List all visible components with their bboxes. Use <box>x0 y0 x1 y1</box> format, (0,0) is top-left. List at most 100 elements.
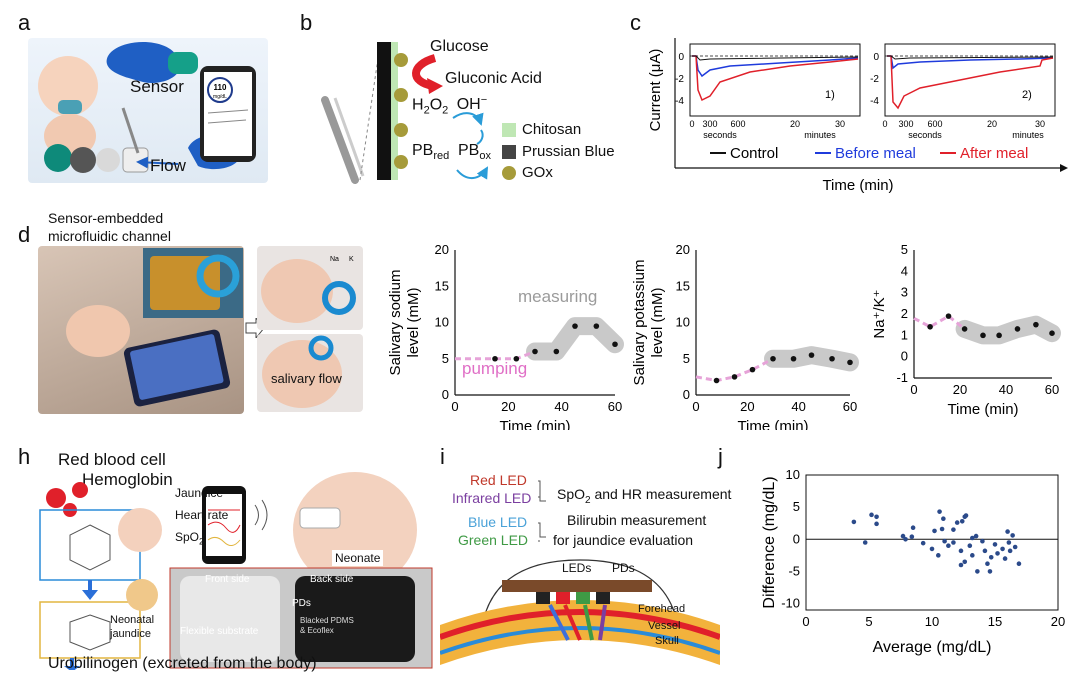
x-tick-label: 60 <box>843 399 857 414</box>
panel-label-b: b <box>300 10 313 35</box>
data-point <box>973 533 979 539</box>
heart-rate-label: Heart rate <box>175 508 229 522</box>
forehead-label: Forehead <box>638 603 686 615</box>
x-tick-label: 5 <box>865 614 872 629</box>
data-point <box>958 548 964 554</box>
panel-label-a: a <box>18 10 31 35</box>
na-icon-text: Na <box>330 256 339 263</box>
data-point <box>954 520 960 525</box>
data-point <box>1016 561 1022 567</box>
c-ytick-neg4: -4 <box>675 96 684 107</box>
panel-a-illustration: 110 mg/dL <box>28 38 268 183</box>
salivary-flow-label: salivary flow <box>271 371 342 386</box>
panel-label-h: h <box>18 444 31 469</box>
pacifier-shape <box>106 42 180 83</box>
data-point <box>961 326 968 332</box>
x-tick-label: 40 <box>999 382 1013 397</box>
blacked-label-2: & Ecoflex <box>300 626 334 635</box>
x-tick-label: 20 <box>953 382 967 397</box>
data-point <box>992 542 998 547</box>
data-point <box>770 355 776 362</box>
data-point <box>513 355 520 362</box>
data-point <box>941 516 946 522</box>
x-tick-label: 20 <box>501 399 515 414</box>
panel-label-c: c <box>630 10 641 35</box>
c2-ytick-0: 0 <box>873 52 879 63</box>
y-axis-label: Na⁺/K⁺ <box>871 289 888 338</box>
c2-xtick-600: 600 <box>927 119 942 129</box>
y-tick-label: 20 <box>676 242 690 257</box>
data-point <box>612 341 618 348</box>
sensor-label: Sensor <box>130 77 184 96</box>
data-point <box>958 562 964 568</box>
data-point <box>927 324 933 330</box>
back-side-label: Back side <box>310 574 354 585</box>
c-ylabel: Current (μA) <box>647 49 664 132</box>
data-point <box>995 551 1000 556</box>
data-point <box>829 355 835 362</box>
c2-unit-seconds: seconds <box>908 130 942 140</box>
panel-h-diagram <box>39 472 433 670</box>
x-axis-label: Time (min) <box>499 418 570 430</box>
infrared-led-label: Infrared LED <box>452 490 532 506</box>
flexible-substrate-label: Flexible substrate <box>180 626 259 637</box>
pb-red-label: PBred <box>412 142 450 163</box>
data-point <box>1014 326 1021 332</box>
bilirubin-label-1: Bilirubin measurement <box>567 512 707 528</box>
data-point <box>1010 533 1015 538</box>
data-point <box>987 569 993 574</box>
x-tick-label: 60 <box>1045 382 1059 397</box>
data-point <box>1033 321 1039 328</box>
y-tick-label: 0 <box>442 387 449 402</box>
urobilinogen-label: Urobilinogen (excreted from the body) <box>48 655 317 672</box>
data-point <box>959 518 965 524</box>
y-axis-label: Salivary potassium <box>631 260 648 386</box>
c2-unit-minutes: minutes <box>1012 130 1044 140</box>
y-tick-label: 5 <box>683 351 690 366</box>
y-axis-label: level (mM) <box>649 287 666 357</box>
data-point <box>975 569 980 574</box>
x-tick-label: 0 <box>910 382 917 397</box>
data-point <box>900 533 906 539</box>
pds-label-h: PDs <box>292 598 311 609</box>
x-tick-label: 60 <box>608 399 622 414</box>
data-point <box>1006 540 1012 545</box>
panel-b-diagram <box>321 42 489 184</box>
data-point <box>970 553 975 558</box>
data-point <box>980 332 986 339</box>
x-tick-label: 20 <box>740 399 754 414</box>
d-title-line2: microfluidic channel <box>48 228 171 244</box>
data-point <box>937 509 942 514</box>
h2o2-label: H2O2 OH− <box>412 94 488 117</box>
data-point <box>951 527 956 532</box>
data-point <box>731 374 738 380</box>
chart-f: 0 20 40 60 0 5 10 15 20 Time (min) Salivary potass… <box>631 242 859 430</box>
data-point <box>945 313 952 319</box>
y-axis-label: Salivary sodium <box>387 270 404 376</box>
x-tick-label: 0 <box>692 399 699 414</box>
data-point <box>1049 330 1055 336</box>
data-point <box>851 519 857 525</box>
c-subplot-1-label: 1) <box>825 89 835 101</box>
glucose-label: Glucose <box>430 38 489 55</box>
y-tick-label: 5 <box>901 242 908 257</box>
c-legend-after: After meal <box>960 145 1028 162</box>
y-tick-label: 15 <box>676 278 690 293</box>
pumping-curve <box>695 357 774 383</box>
skull-label: Skull <box>655 635 679 647</box>
data-point <box>1002 556 1008 561</box>
d-main-photo <box>38 246 244 414</box>
phone-reading: 110 <box>214 83 227 92</box>
phone-unit: mg/dL <box>213 94 227 100</box>
data-point <box>532 348 538 355</box>
y-tick-label: 5 <box>442 351 449 366</box>
x-tick-label: 40 <box>791 399 805 414</box>
red-led-label: Red LED <box>470 472 527 488</box>
neonate-label: Neonate <box>332 550 384 566</box>
data-point <box>869 512 874 518</box>
y-tick-label: 0 <box>901 349 908 364</box>
neonatal-label-2: jaundice <box>110 628 151 640</box>
measuring-annotation: measuring <box>518 287 597 306</box>
blacked-label-1: Blacked PDMS <box>300 616 354 625</box>
